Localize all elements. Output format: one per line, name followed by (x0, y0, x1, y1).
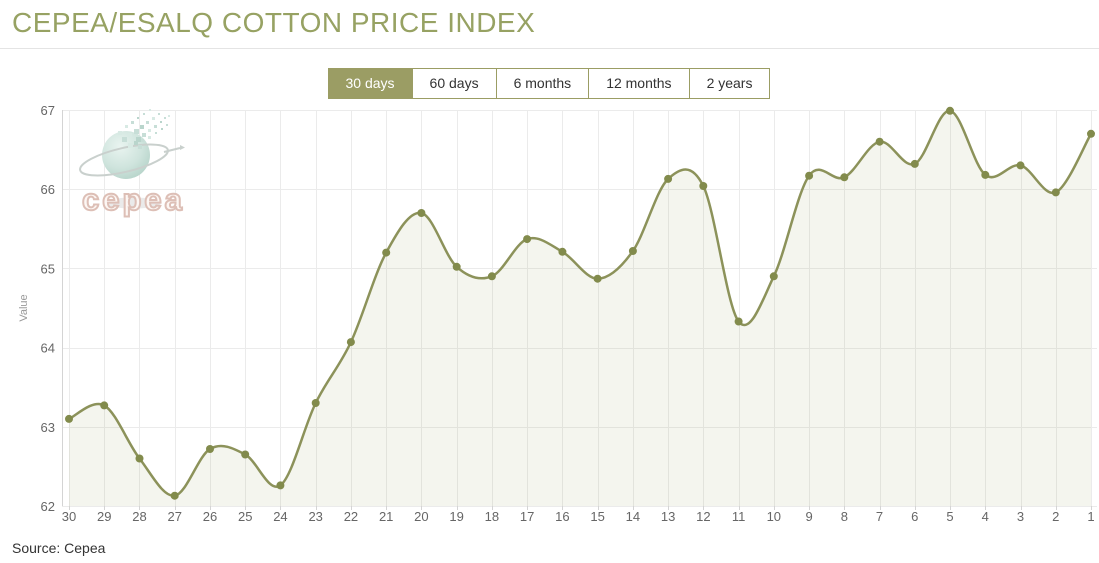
data-point (1051, 188, 1060, 197)
x-tick-label: 8 (841, 509, 848, 524)
range-button-60-days[interactable]: 60 days (411, 68, 497, 99)
data-point (593, 274, 602, 283)
data-point (346, 338, 355, 347)
data-point (981, 170, 990, 179)
range-button-2-years[interactable]: 2 years (688, 68, 771, 99)
data-point (206, 445, 214, 453)
x-tick-label: 22 (344, 509, 358, 524)
x-tick-label: 5 (946, 509, 953, 524)
x-tick-label: 30 (62, 509, 76, 524)
x-tick-label: 10 (767, 509, 781, 524)
cepea-logo-wordmark: cepea (81, 182, 185, 217)
data-point (135, 454, 144, 463)
data-point (805, 171, 814, 180)
data-point (452, 262, 461, 271)
x-tick-label: 18 (485, 509, 499, 524)
data-point (946, 106, 954, 115)
data-point (628, 247, 637, 255)
data-point (65, 414, 73, 423)
range-button-6-months[interactable]: 6 months (495, 68, 590, 99)
data-point (664, 174, 673, 183)
y-axis-title: Value (18, 294, 30, 321)
data-point (558, 247, 567, 256)
data-point (875, 137, 884, 146)
data-point (769, 272, 778, 281)
page-title: CEPEA/ESALQ COTTON PRICE INDEX (12, 7, 536, 38)
x-tick-label: 16 (555, 509, 569, 524)
data-point (276, 481, 285, 490)
x-tick-label: 28 (132, 509, 146, 524)
time-range-selector: 30 days 60 days 6 months 12 months 2 yea… (0, 68, 1099, 99)
x-tick-label: 2 (1052, 509, 1059, 524)
data-point (241, 450, 250, 459)
x-tick-label: 20 (414, 509, 428, 524)
x-tick-label: 12 (696, 509, 710, 524)
data-point (699, 182, 708, 190)
x-tick-label: 19 (449, 509, 463, 524)
data-point (1016, 161, 1025, 170)
x-tick-label: 15 (590, 509, 604, 524)
x-tick-label: 29 (97, 509, 111, 524)
y-tick-label: 65 (41, 261, 55, 276)
data-point (100, 401, 109, 410)
x-tick-label: 23 (308, 509, 322, 524)
data-point (910, 159, 919, 168)
x-tick-label: 26 (203, 509, 217, 524)
x-tick-label: 25 (238, 509, 252, 524)
data-point (523, 235, 532, 244)
series-area-fill (69, 110, 1091, 507)
y-tick-label: 64 (41, 341, 55, 356)
x-tick-label: 11 (732, 509, 746, 524)
x-tick-label: 9 (805, 509, 812, 524)
y-tick-label: 62 (41, 499, 55, 514)
x-tick-label: 13 (661, 509, 675, 524)
x-tick-label: 7 (876, 509, 883, 524)
source-attribution: Source: Cepea (12, 540, 106, 556)
data-point (734, 317, 743, 326)
range-button-12-months[interactable]: 12 months (588, 68, 690, 99)
y-tick-label: 67 (41, 103, 55, 118)
x-tick-label: 1 (1087, 509, 1094, 524)
data-point (417, 209, 426, 217)
data-point (170, 491, 179, 500)
x-tick-label: 17 (520, 509, 534, 524)
x-tick-label: 24 (273, 509, 287, 524)
data-point (311, 399, 320, 407)
x-tick-label: 3 (1017, 509, 1024, 524)
y-tick-label: 66 (41, 182, 55, 197)
data-point (382, 248, 391, 257)
range-button-30-days[interactable]: 30 days (327, 68, 413, 99)
y-tick-label: 63 (41, 420, 55, 435)
x-tick-label: 6 (911, 509, 918, 524)
x-tick-label: 27 (167, 509, 181, 524)
x-tick-label: 21 (379, 509, 393, 524)
page-header: CEPEA/ESALQ COTTON PRICE INDEX (0, 0, 1099, 49)
x-tick-label: 4 (982, 509, 989, 524)
x-tick-label: 14 (626, 509, 640, 524)
data-point (840, 173, 849, 182)
data-point (1087, 129, 1095, 138)
data-point (487, 272, 496, 281)
